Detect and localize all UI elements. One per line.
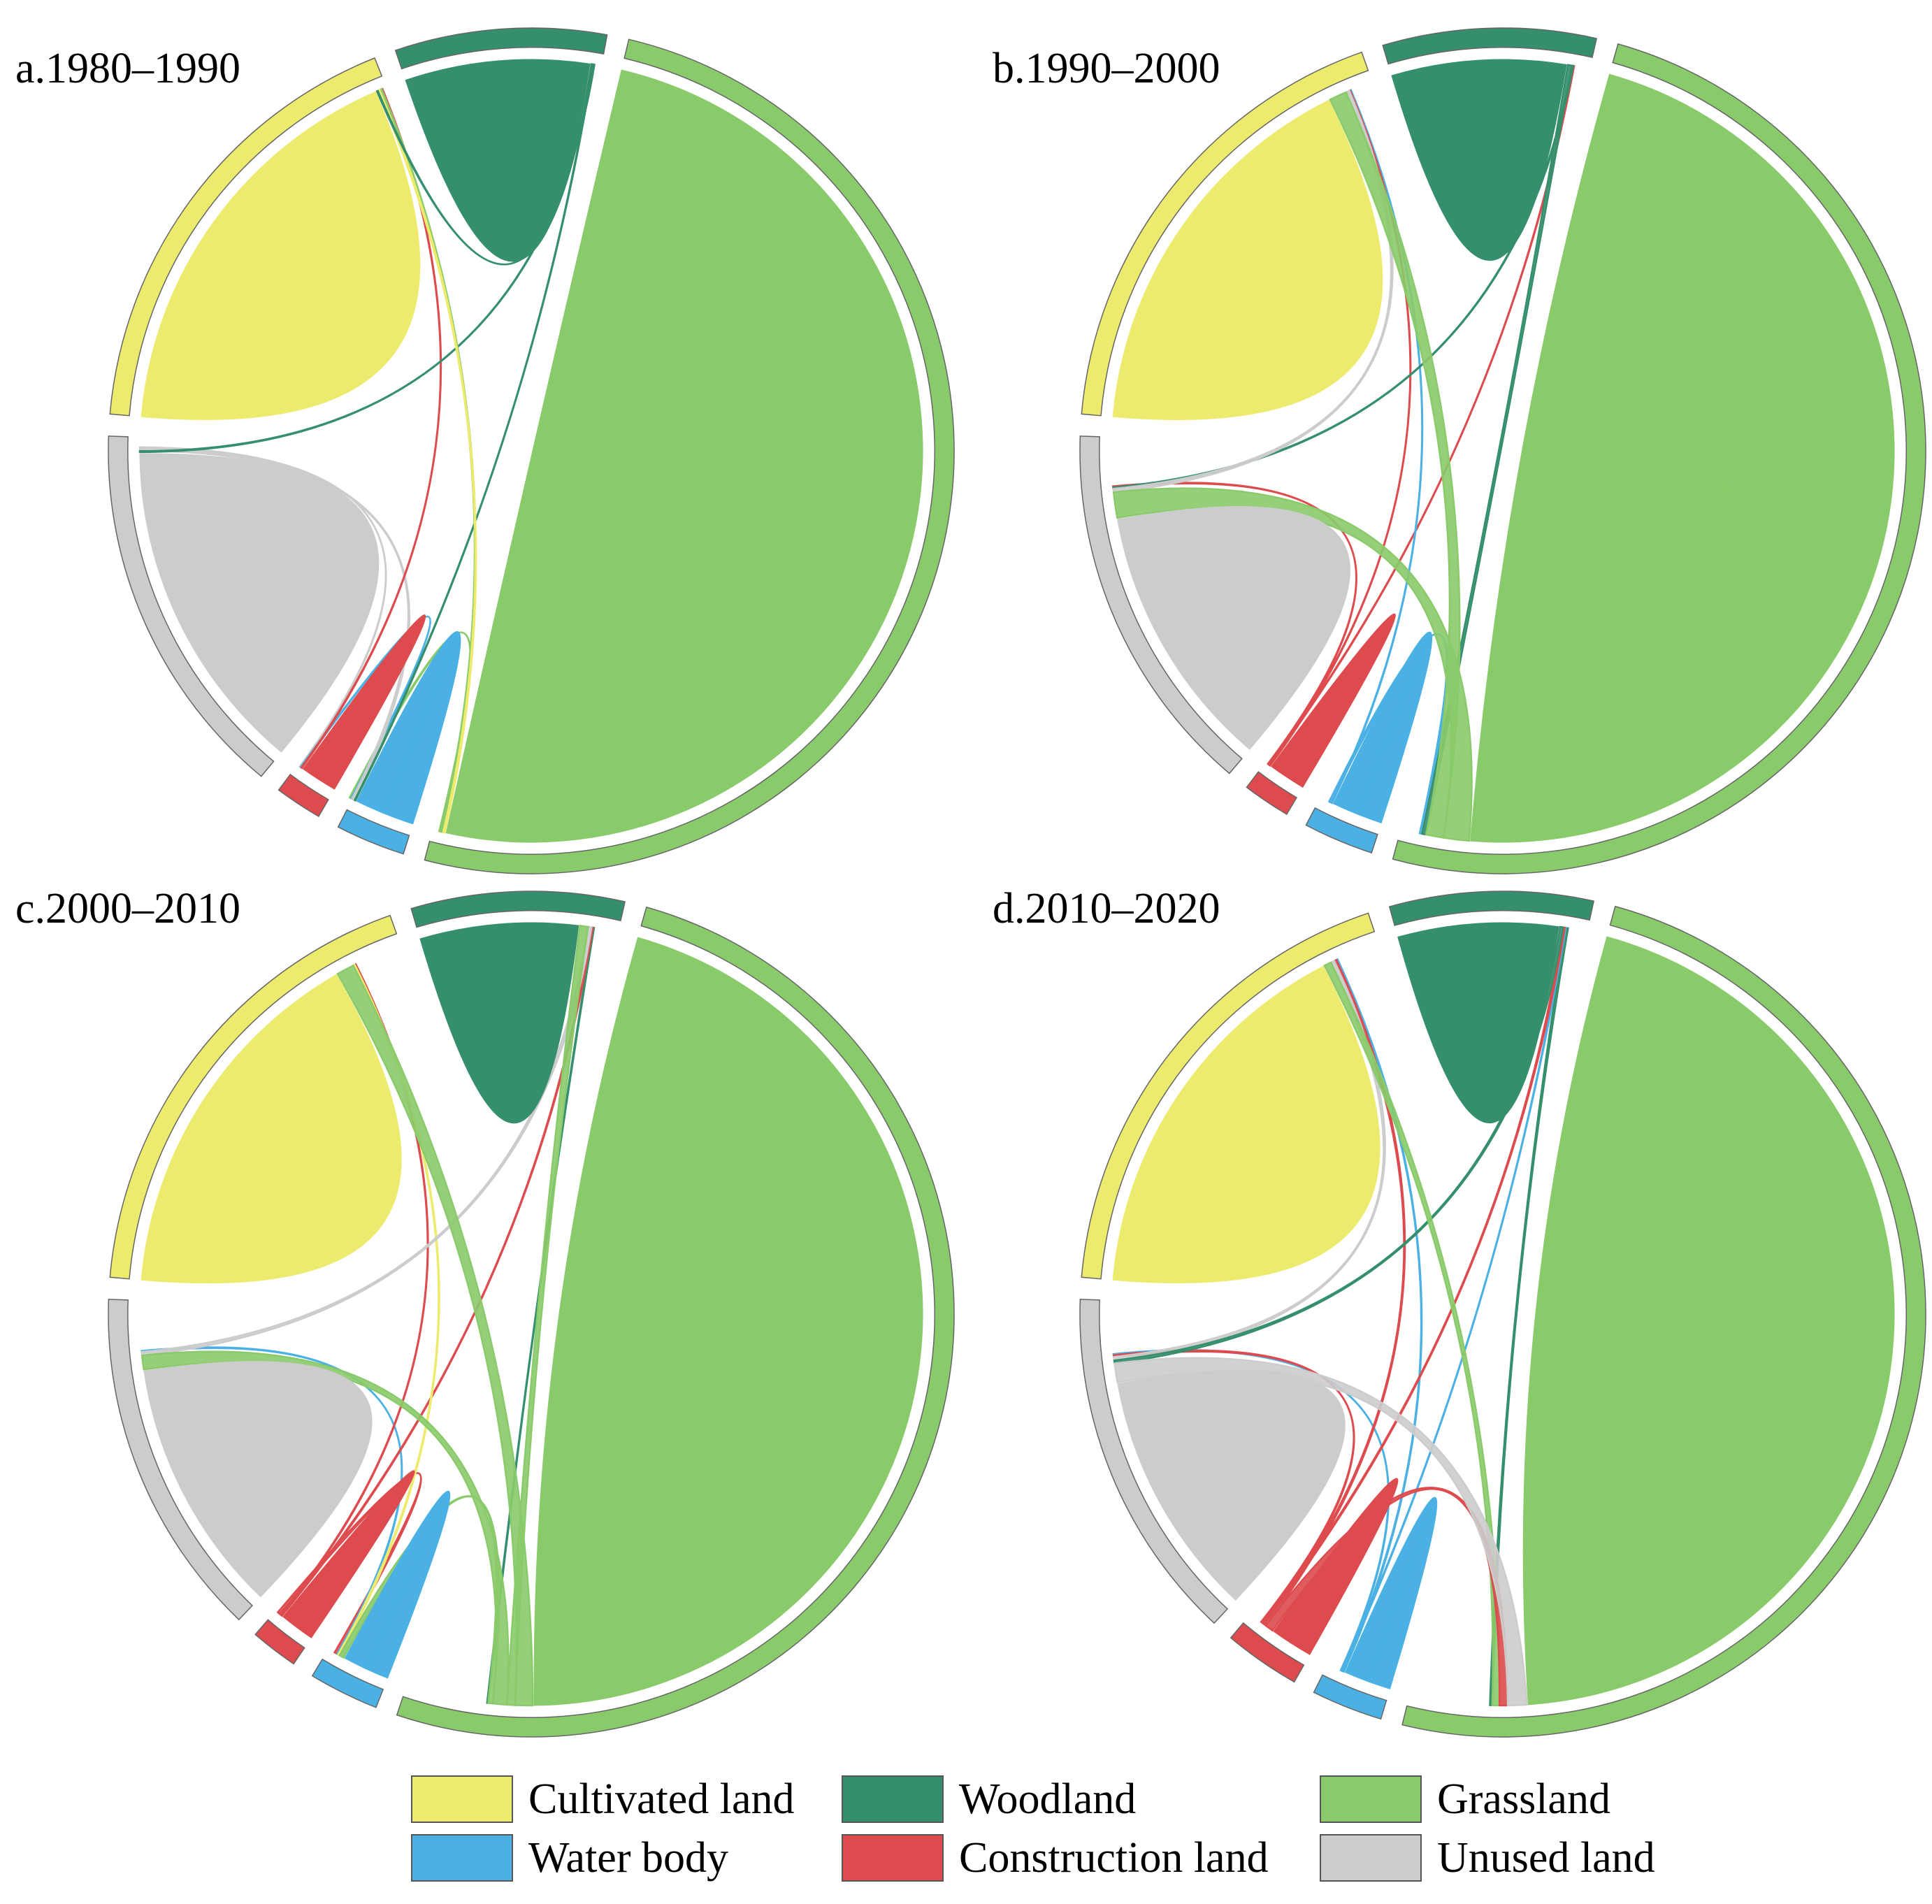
- sector-construction: [1230, 1622, 1305, 1683]
- legend-label: Water body: [528, 1833, 728, 1882]
- chord-woodland-to-woodland: [1391, 59, 1567, 261]
- legend-item-woodland: Woodland: [842, 1774, 1136, 1824]
- chord-unused-to-unused: [1117, 506, 1350, 750]
- sector-construction: [1246, 771, 1298, 816]
- sector-grassland: [1401, 905, 1926, 1738]
- sector-grassland: [424, 38, 955, 874]
- sector-water: [311, 1658, 384, 1708]
- legend: Cultivated land Woodland Grassland Water…: [411, 1774, 1739, 1893]
- sector-woodland: [394, 27, 608, 70]
- chord-cultivated-to-cultivated: [1112, 99, 1383, 420]
- legend-swatch: [1320, 1834, 1422, 1882]
- panel-title: d.2010–2020: [993, 885, 1220, 932]
- sector-cultivated: [109, 57, 383, 417]
- chord-cultivated-to-cultivated: [1112, 965, 1380, 1284]
- sector-grassland: [396, 906, 955, 1738]
- legend-label: Cultivated land: [528, 1775, 795, 1823]
- sector-unused: [108, 435, 275, 777]
- chord-cultivated-to-grassland: [376, 89, 477, 834]
- legend-swatch: [411, 1834, 513, 1882]
- chord-unused-to-grassland: [1113, 1357, 1528, 1707]
- chord-water-to-water: [1332, 631, 1433, 823]
- chord-panel-b: b.1990–2000: [993, 27, 1926, 874]
- panel-title: a.1980–1990: [15, 45, 240, 92]
- sector-water: [1305, 807, 1378, 854]
- legend-label: Construction land: [959, 1833, 1269, 1882]
- chord-grassland-to-grassland: [533, 937, 923, 1706]
- chord-water-to-water: [1344, 1496, 1438, 1689]
- legend-label: Grassland: [1437, 1775, 1610, 1823]
- legend-label: Unused land: [1437, 1833, 1655, 1882]
- sector-water: [337, 809, 410, 855]
- chord-woodland-to-woodland: [419, 922, 579, 1124]
- chord-panel-c: c.2000–2010: [15, 885, 955, 1738]
- chord-water-to-water: [356, 631, 461, 825]
- chord-grassland-to-unused: [1112, 487, 1473, 842]
- sector-construction: [277, 773, 329, 818]
- sector-cultivated: [1081, 912, 1376, 1280]
- chord-grassland-to-cultivated: [336, 964, 534, 1707]
- chord-panel-d: d.2010–2020: [993, 885, 1926, 1738]
- legend-item-construction-land: Construction land: [842, 1833, 1269, 1883]
- chord-grassland-to-grassland: [1522, 936, 1895, 1705]
- chord-woodland-to-woodland: [1397, 922, 1559, 1123]
- sector-woodland: [1388, 890, 1594, 926]
- legend-label: Woodland: [959, 1775, 1137, 1823]
- chord-grassland-to-grassland: [445, 69, 923, 843]
- sector-grassland: [1392, 43, 1926, 874]
- sector-unused: [1079, 435, 1243, 774]
- sector-woodland: [1382, 27, 1598, 65]
- chord-grassland-to-unused: [140, 1350, 510, 1706]
- sector-cultivated: [109, 914, 398, 1280]
- legend-swatch: [842, 1775, 944, 1823]
- legend-item-water-body: Water body: [411, 1833, 728, 1883]
- chord-woodland-to-water: [353, 63, 595, 802]
- chord-construction-to-construction: [1271, 613, 1396, 788]
- sector-unused: [108, 1299, 254, 1621]
- chord-grassland-to-grassland: [1470, 73, 1895, 843]
- sector-unused: [1079, 1299, 1229, 1624]
- legend-swatch: [842, 1834, 944, 1882]
- chord-water-to-water: [344, 1490, 451, 1679]
- legend-item-cultivated-land: Cultivated land: [411, 1774, 795, 1824]
- legend-swatch: [1320, 1775, 1422, 1823]
- chord-unused-to-unused: [139, 453, 380, 753]
- chord-unused-to-unused: [1117, 1369, 1346, 1601]
- chord-construction-to-construction: [302, 614, 426, 790]
- sector-water: [1313, 1674, 1387, 1720]
- chord-construction-to-construction: [1273, 1478, 1399, 1655]
- legend-swatch: [411, 1775, 513, 1823]
- sector-cultivated: [1081, 51, 1369, 417]
- chord-cultivated-to-cultivated: [140, 91, 421, 420]
- panel-title: c.2000–2010: [15, 885, 240, 932]
- sector-woodland: [410, 890, 626, 928]
- chord-panel-a: a.1980–1990: [15, 27, 955, 874]
- chord-construction-to-construction: [282, 1470, 415, 1638]
- chord-woodland-to-woodland: [405, 59, 591, 262]
- panel-title: b.1990–2000: [993, 45, 1220, 92]
- chord-unused-to-unused: [143, 1361, 373, 1598]
- legend-item-unused-land: Unused land: [1320, 1833, 1655, 1883]
- chord-cultivated-to-cultivated: [140, 974, 402, 1284]
- sector-construction: [254, 1619, 305, 1665]
- legend-item-grassland: Grassland: [1320, 1774, 1610, 1824]
